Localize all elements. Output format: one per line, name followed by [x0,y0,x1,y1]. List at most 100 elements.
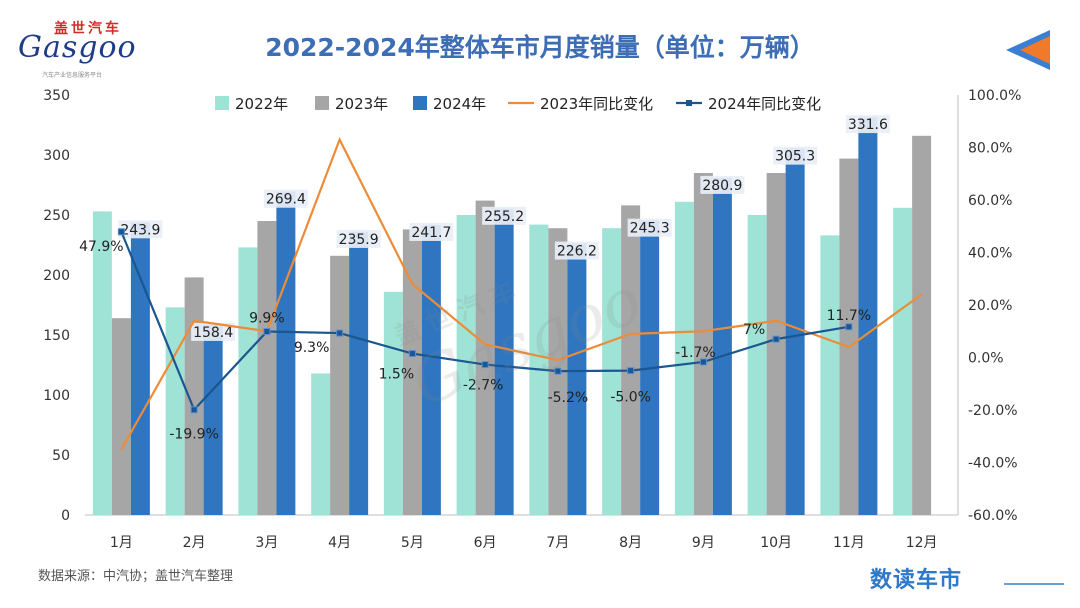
x-axis-category-label: 4月 [328,535,351,551]
left-axis-tick-label: 150 [43,328,70,344]
line-marker-2024 [554,367,562,375]
bar-2023年-10月 [766,173,786,515]
line-data-label-2024: 11.7% [827,308,871,324]
logo-subtitle: 汽车产业信息服务平台 [42,72,103,79]
left-axis-tick-label: 0 [61,508,70,524]
bar-2023年-5月 [402,229,422,515]
bar-2024年-4月 [349,231,369,516]
bar-2024年-9月 [712,177,732,516]
line-marker-2024 [190,406,198,414]
line-marker-2024 [772,335,780,343]
brand-underline [1004,583,1064,585]
bar-label-bg [191,322,236,341]
line-data-label-2024: 9.9% [249,311,285,327]
x-axis-category-label: 3月 [255,535,278,551]
legend-label: 2023年同比变化 [540,95,653,113]
left-axis-tick-label: 200 [43,268,70,284]
bar-2024年-2月 [203,324,223,515]
bar-2022年-2月 [165,307,185,515]
line-data-label-2024: -5.2% [548,390,589,406]
right-axis-tick-label: 20.0% [968,298,1012,314]
x-axis-category-label: 11月 [833,535,865,551]
bar-2022年-9月 [674,201,694,516]
bar-label-bg [409,222,454,241]
right-axis-tick-label: -40.0% [968,456,1018,472]
line-marker-2024 [481,361,489,369]
bar-label-bg [773,146,818,165]
right-axis-tick-label: -20.0% [968,403,1018,419]
legend-label: 2022年 [235,95,288,113]
legend-swatch [315,96,329,110]
line-marker-2024 [845,323,853,331]
x-axis-category-label: 12月 [906,535,938,551]
legend-marker [686,100,692,106]
bar-label-bg [336,229,381,248]
line-2023年同比变化 [120,136,923,450]
bar-data-label-2024: 305.3 [775,149,815,165]
left-axis-tick-label: 250 [43,208,70,224]
gasgoo-logo: 盖世汽车 Gasgoo 汽车产业信息服务平台 [8,14,138,80]
bar-label-bg [554,241,599,260]
x-axis-category-label: 6月 [474,535,497,551]
line-data-label-2024: 47.9% [79,239,123,255]
bar-2022年-12月 [893,207,913,516]
right-axis-tick-label: 100.0% [968,88,1021,104]
bar-2024年-10月 [785,148,805,515]
bar-data-label-2024: 241.7 [411,225,451,241]
bar-2023年-6月 [475,200,495,515]
x-axis-category-label: 10月 [760,535,792,551]
bar-data-label-2024: 235.9 [339,232,379,248]
right-axis-tick-label: 80.0% [968,141,1012,157]
line-marker-2024 [699,358,707,366]
right-axis-tick-label: 60.0% [968,193,1012,209]
legend-swatch [413,96,427,110]
x-axis-category-label: 8月 [619,535,642,551]
left-axis-tick-label: 100 [43,388,70,404]
left-axis-tick-label: 300 [43,148,70,164]
legend-label: 2024年 [433,95,486,113]
bar-2022年-10月 [747,215,767,515]
bar-label-bg [482,206,527,225]
bar-2022年-11月 [820,235,840,515]
line-data-label-2024: -2.7% [463,378,504,394]
chart-title: 2022-2024年整体车市月度销量（单位：万辆） [265,33,815,62]
line-data-label-2024: -19.9% [169,427,219,443]
x-axis-category-label: 1月 [110,535,133,551]
bar-data-label-2024: 255.2 [484,209,524,225]
bar-2022年-4月 [311,373,331,515]
bar-2024年-3月 [276,191,296,515]
bar-2024年-6月 [494,208,514,515]
line-marker-2024 [627,367,635,375]
bar-label-bg [118,220,163,239]
bar-2023年-8月 [621,205,641,515]
bar-2022年-3月 [238,247,258,515]
line-marker-2024 [408,350,416,358]
bar-data-label-2024: 226.2 [557,244,597,260]
line-data-label-2024: -5.0% [610,390,651,406]
line-marker-2024 [263,328,271,336]
right-axis-tick-label: -60.0% [968,508,1018,524]
bar-data-label-2024: 269.4 [266,192,306,208]
bar-2024年-5月 [421,224,441,515]
left-axis-tick-label: 350 [43,88,70,104]
right-axis-tick-label: 40.0% [968,246,1012,262]
x-axis-category-label: 9月 [692,535,715,551]
x-axis-category-label: 7月 [546,535,569,551]
bar-data-label-2024: 331.6 [848,117,888,133]
bar-2023年-9月 [693,173,713,515]
brand-label: 数读车市 [870,568,963,593]
line-data-label-2024: 7% [743,322,765,338]
bar-data-label-2024: 280.9 [702,178,742,194]
logo-cn-text: 盖世汽车 [54,21,122,37]
left-axis-tick-label: 50 [52,448,70,464]
legend-label: 2024年同比变化 [708,95,821,113]
bar-2024年-11月 [858,117,878,515]
bar-2023年-4月 [330,255,350,516]
bar-2022年-5月 [383,291,403,515]
bar-2022年-6月 [456,215,476,515]
bar-data-label-2024: 243.9 [120,222,160,238]
line-marker-2024 [117,228,125,236]
logo-en-text: Gasgoo [18,30,137,65]
data-source-note: 数据来源：中汽协；盖世汽车整理 [38,569,234,584]
